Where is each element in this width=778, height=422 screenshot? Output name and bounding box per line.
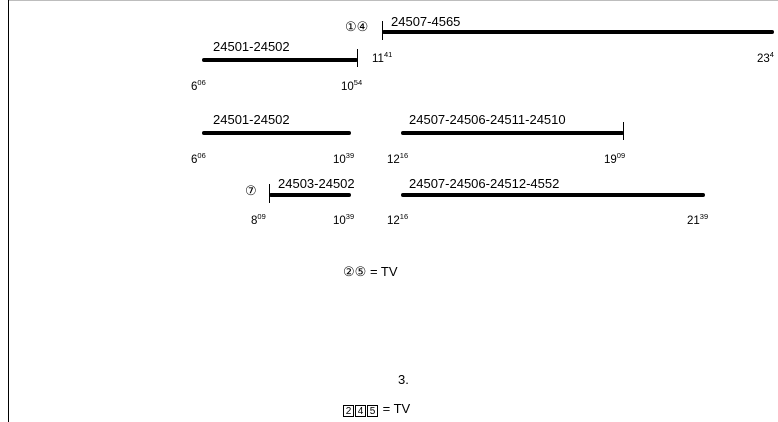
segment-bar (382, 30, 774, 34)
segment-label: 24507-24506-24511-24510 (409, 112, 566, 127)
start-time: 1141 (372, 50, 393, 65)
frame-left-border (8, 0, 9, 422)
segment-bar (401, 131, 624, 135)
start-time: 809 (251, 212, 266, 227)
segment-bar (202, 58, 358, 62)
end-time: 234 (757, 50, 774, 65)
segment-bar (401, 193, 705, 197)
end-time: 2139 (687, 212, 709, 227)
boxed-digit: 4 (355, 405, 366, 417)
circled-number-marker: ⑦ (245, 183, 257, 198)
end-time: 1054 (341, 78, 363, 93)
segment-label: 24503-24502 (278, 176, 355, 191)
start-time: 606 (191, 151, 206, 166)
segment-label: 24507-4565 (391, 14, 461, 29)
segment-label: 24501-24502 (213, 39, 290, 54)
circled-number-markers: ①④ (345, 19, 369, 34)
end-time: 1039 (333, 151, 355, 166)
section-number: 3. (398, 372, 409, 387)
boxed-digit: 5 (367, 405, 378, 417)
start-time: 1216 (387, 212, 409, 227)
start-time: 606 (191, 78, 206, 93)
segment-end-tick (357, 49, 358, 67)
segment-label: 24507-24506-24512-4552 (409, 176, 560, 191)
legend-text: = TV (382, 401, 411, 416)
legend-tv-circled: ②⑤ = TV (343, 265, 398, 279)
start-time: 1216 (387, 151, 409, 166)
segment-bar (269, 193, 351, 197)
segment-bar (202, 131, 351, 135)
segment-label: 24501-24502 (213, 112, 290, 127)
legend-text: = TV (369, 264, 398, 279)
frame-top-border (8, 0, 778, 1)
boxed-digit: 2 (343, 405, 354, 417)
end-time: 1909 (604, 151, 626, 166)
end-time: 1039 (333, 212, 355, 227)
legend-symbols: ②⑤ (343, 264, 367, 279)
segment-end-tick (623, 122, 624, 140)
